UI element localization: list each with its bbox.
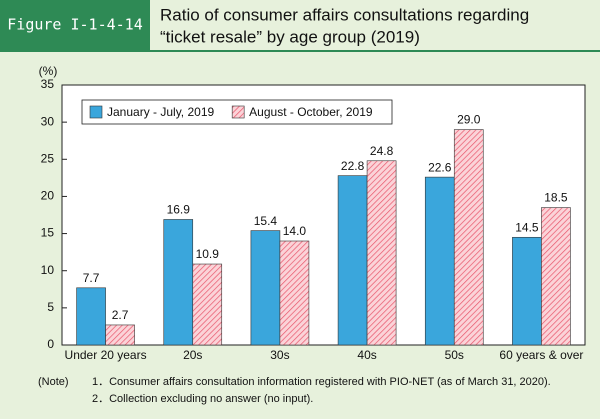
bar (279, 240, 310, 346)
value-label: 22.8 (341, 159, 365, 173)
y-tick-label: 15 (41, 226, 55, 240)
y-tick-label: 35 (41, 77, 55, 91)
value-label: 24.8 (370, 144, 394, 158)
bar (105, 324, 135, 346)
value-label: 7.7 (83, 271, 100, 285)
bar (512, 236, 542, 346)
x-tick-label: 50s (445, 348, 464, 362)
y-tick-label: 25 (41, 151, 55, 165)
legend-label: August - October, 2019 (249, 105, 373, 119)
x-tick-label: 30s (270, 348, 289, 362)
value-label: 29.0 (457, 113, 481, 127)
x-tick-label: 40s (357, 348, 376, 362)
y-axis-label: (%) (39, 64, 58, 78)
note: 2．Collection excluding no answer (no inp… (92, 393, 313, 405)
bar (163, 219, 194, 346)
y-tick-label: 5 (47, 300, 54, 314)
bar (250, 230, 281, 346)
x-tick-label: 20s (183, 348, 202, 362)
value-label: 14.0 (283, 224, 307, 238)
value-label: 10.9 (196, 247, 220, 261)
x-tick-label: 60 years & over (499, 348, 583, 362)
chart-title: Ratio of consumer affairs consultations … (160, 5, 529, 24)
bar (424, 176, 455, 346)
x-tick-label: Under 20 years (65, 348, 147, 362)
y-tick-label: 10 (41, 263, 55, 277)
note-label: (Note) (38, 376, 69, 388)
value-label: 16.9 (167, 203, 191, 217)
chart-title: “ticket resale” by age group (2019) (160, 27, 420, 46)
bar (192, 263, 223, 346)
value-label: 15.4 (254, 214, 278, 228)
legend-swatch (89, 105, 103, 119)
value-label: 14.5 (515, 220, 539, 234)
legend-label: January - July, 2019 (107, 105, 214, 119)
bar (337, 175, 368, 346)
note: 1．Consumer affairs consultation informat… (92, 376, 551, 388)
value-label: 22.6 (428, 160, 452, 174)
bar (541, 207, 571, 346)
figure-label: Figure I-1-4-14 (7, 16, 142, 34)
value-label: 18.5 (544, 191, 568, 205)
legend-swatch (231, 105, 245, 119)
bar (453, 129, 484, 346)
y-tick-label: 0 (47, 337, 54, 351)
bar (366, 160, 397, 346)
y-tick-label: 20 (41, 189, 55, 203)
value-label: 2.7 (112, 308, 129, 322)
figure-label-box (0, 0, 150, 50)
plot-area (61, 84, 586, 346)
bar (76, 287, 106, 346)
y-tick-label: 30 (41, 114, 55, 128)
